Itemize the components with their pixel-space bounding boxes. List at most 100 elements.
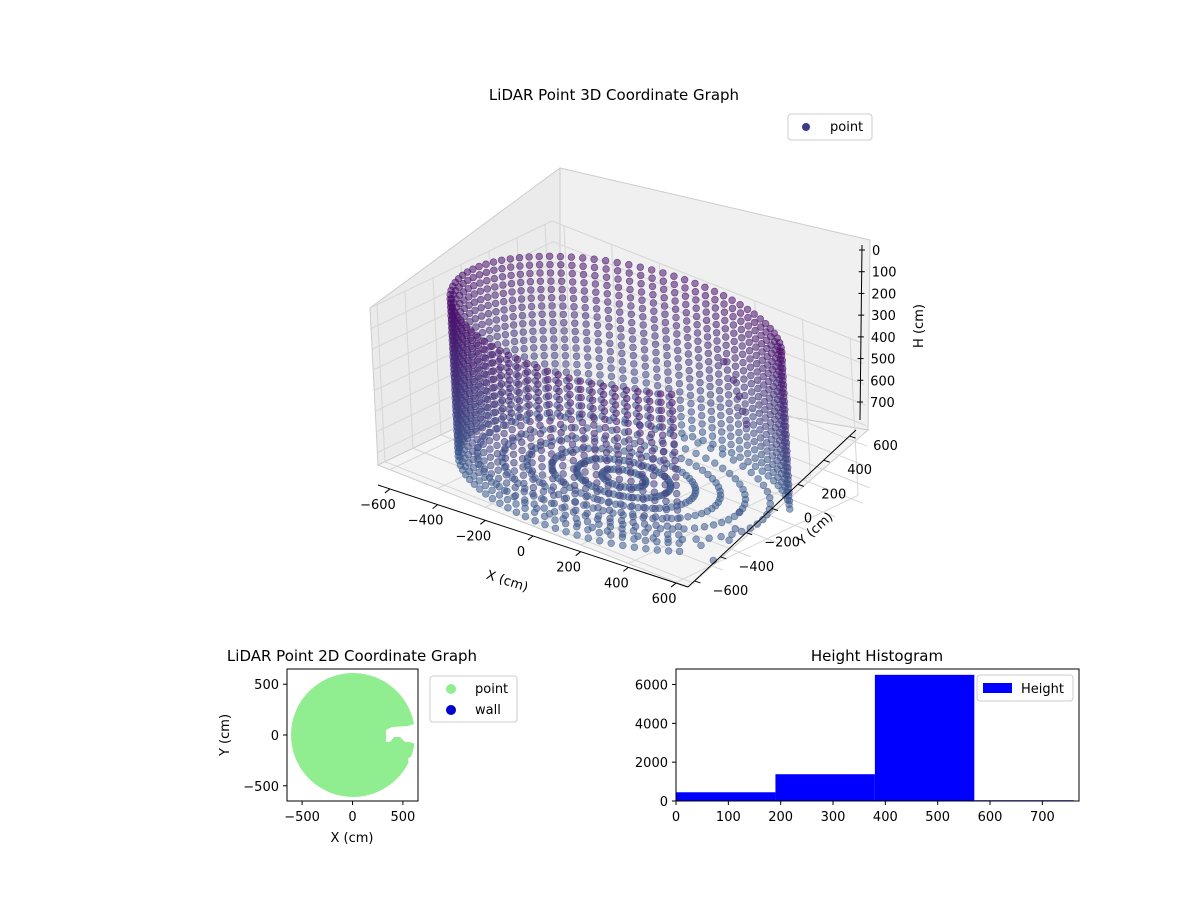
point-marker bbox=[544, 384, 552, 392]
point-marker bbox=[623, 394, 631, 403]
point-marker bbox=[558, 445, 566, 453]
point-marker bbox=[470, 369, 478, 378]
point-marker bbox=[691, 288, 700, 296]
point-marker bbox=[624, 427, 633, 436]
point-marker bbox=[517, 422, 525, 430]
point-marker bbox=[641, 528, 649, 536]
point-marker bbox=[570, 481, 579, 490]
point-marker bbox=[613, 434, 621, 442]
y-tick-label: −500 bbox=[243, 780, 279, 795]
point-marker bbox=[590, 263, 599, 272]
point-marker bbox=[751, 335, 760, 343]
point-marker bbox=[671, 456, 679, 465]
point-marker bbox=[569, 286, 577, 294]
point-marker bbox=[677, 454, 685, 463]
point-marker bbox=[784, 472, 792, 480]
point-marker bbox=[731, 475, 739, 483]
point-marker bbox=[638, 470, 646, 479]
point-marker bbox=[525, 409, 534, 417]
point-marker bbox=[535, 405, 543, 413]
point-marker bbox=[637, 462, 646, 470]
point-marker bbox=[723, 366, 732, 374]
point-marker bbox=[735, 436, 743, 445]
point-marker bbox=[595, 520, 603, 528]
point-marker bbox=[755, 401, 763, 409]
point-marker bbox=[476, 374, 484, 382]
point-marker bbox=[722, 349, 731, 358]
point-marker bbox=[579, 443, 588, 451]
point-marker bbox=[729, 376, 738, 384]
x-tick-label: 0 bbox=[348, 810, 356, 825]
point-marker bbox=[659, 277, 667, 285]
plot3d-points bbox=[446, 252, 794, 565]
point-marker bbox=[530, 508, 539, 517]
point-marker bbox=[491, 283, 499, 291]
point-marker bbox=[562, 528, 570, 536]
point-marker bbox=[780, 389, 788, 397]
point-marker bbox=[715, 378, 723, 386]
point-marker bbox=[501, 322, 509, 331]
point-marker bbox=[576, 385, 585, 394]
point-marker bbox=[735, 392, 743, 400]
point-marker bbox=[753, 376, 762, 384]
point-marker bbox=[663, 530, 672, 539]
point-marker bbox=[730, 346, 739, 354]
point-marker bbox=[594, 512, 603, 520]
point-marker bbox=[758, 467, 766, 475]
point-marker bbox=[497, 371, 505, 380]
point-marker bbox=[499, 405, 507, 413]
point-marker bbox=[784, 480, 793, 488]
point-marker bbox=[694, 439, 702, 447]
point-marker bbox=[709, 521, 718, 529]
point-marker bbox=[561, 343, 569, 352]
point-marker bbox=[691, 511, 699, 520]
point-marker bbox=[504, 351, 513, 359]
y-tick-label: 0 bbox=[271, 729, 279, 744]
point-marker bbox=[752, 351, 760, 360]
point-marker bbox=[627, 302, 635, 310]
point-marker bbox=[548, 302, 556, 310]
point-marker bbox=[539, 335, 548, 343]
point-marker bbox=[630, 360, 638, 368]
point-marker bbox=[479, 432, 487, 440]
point-marker bbox=[752, 360, 761, 368]
point-marker bbox=[536, 277, 545, 285]
point-marker bbox=[675, 531, 683, 539]
point-marker bbox=[716, 403, 725, 411]
point-marker bbox=[581, 303, 589, 312]
point-marker bbox=[591, 272, 599, 280]
point-marker bbox=[783, 447, 791, 455]
point-marker bbox=[660, 302, 669, 310]
point-marker bbox=[623, 411, 632, 419]
point-marker bbox=[601, 432, 610, 440]
point-marker bbox=[474, 341, 482, 349]
point-marker bbox=[757, 340, 766, 348]
point-marker bbox=[728, 296, 736, 304]
point-marker bbox=[494, 466, 502, 474]
point-marker bbox=[489, 375, 498, 383]
point-marker bbox=[579, 427, 587, 435]
point-marker bbox=[565, 382, 574, 390]
point-marker bbox=[757, 442, 765, 450]
point-marker bbox=[748, 396, 756, 404]
point-marker bbox=[538, 463, 546, 471]
point-marker bbox=[661, 489, 670, 497]
point-marker bbox=[578, 410, 586, 418]
point-marker bbox=[778, 364, 787, 373]
point-marker bbox=[560, 319, 568, 327]
point-marker bbox=[530, 492, 538, 500]
point-marker bbox=[651, 513, 660, 521]
point-marker bbox=[697, 541, 705, 550]
z-tick-label: 400 bbox=[871, 331, 896, 346]
plot2d-x-ticks: −500 0 500 bbox=[284, 801, 415, 825]
point-marker bbox=[471, 386, 479, 394]
point-marker bbox=[704, 349, 712, 358]
point-marker bbox=[763, 487, 772, 496]
point-marker bbox=[652, 348, 660, 357]
point-marker bbox=[671, 305, 680, 313]
grid-line bbox=[849, 338, 859, 496]
grid-line bbox=[376, 304, 386, 462]
point-marker bbox=[698, 420, 706, 428]
point-marker bbox=[625, 444, 633, 452]
point-marker bbox=[527, 302, 536, 311]
